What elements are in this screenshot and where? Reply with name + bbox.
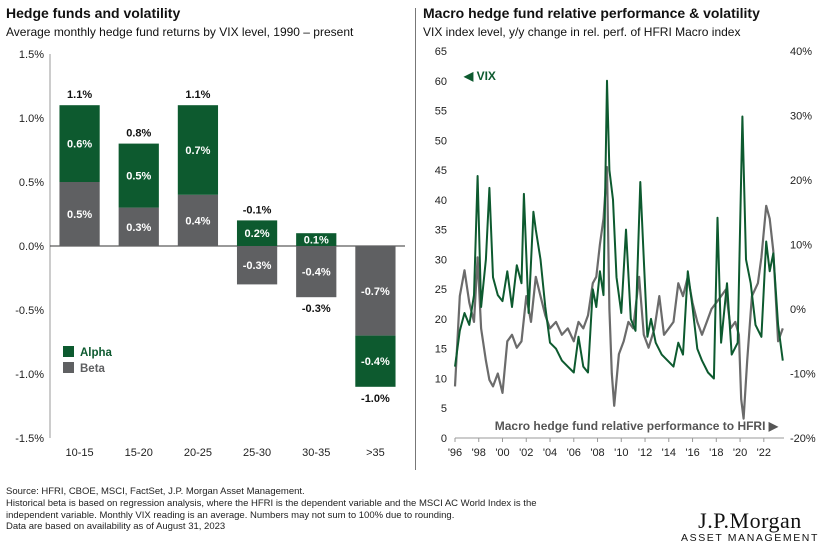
beta-bar: [59, 182, 100, 246]
total-value-label: -0.1%: [243, 204, 272, 216]
right-x-tick-label: '02: [519, 447, 533, 459]
vix-series-label: ◀ VIX: [463, 69, 496, 83]
hfri-series-label: Macro hedge fund relative performance to…: [495, 419, 779, 433]
right-x-tick-label: '06: [567, 447, 581, 459]
alpha-value-label: 0.7%: [185, 145, 210, 157]
left-y-tick-label: 0.5%: [19, 177, 44, 189]
vix-axis-tick-label: 20: [435, 314, 447, 326]
right-x-tick-label: '98: [472, 447, 486, 459]
alpha-value-label: -0.4%: [361, 356, 390, 368]
legend-beta-label: Beta: [80, 363, 106, 375]
left-y-tick-label: 0.0%: [19, 241, 44, 253]
left-y-tick-label: 1.5%: [19, 49, 44, 61]
right-x-tick-label: '04: [543, 447, 557, 459]
beta-bar: [236, 246, 278, 285]
total-value-label: -1.0%: [361, 393, 390, 405]
right-chart-subtitle: VIX index level, y/y change in rel. perf…: [423, 25, 741, 39]
beta-bar: [177, 194, 219, 246]
right-x-tick-label: '16: [685, 447, 699, 459]
logo-subtitle: ASSET MANAGEMENT: [680, 532, 819, 544]
beta-value-label: -0.7%: [361, 286, 390, 298]
right-x-tick-label: '10: [614, 447, 628, 459]
beta-bar: [118, 207, 159, 246]
hfri-axis-tick-label: -20%: [790, 433, 816, 445]
hfri-axis-tick-label: 20%: [790, 175, 812, 187]
vix-axis-tick-label: 25: [435, 284, 447, 296]
vix-axis-tick-label: 50: [435, 135, 447, 147]
beta-value-label: 0.5%: [67, 209, 92, 221]
total-value-label: 0.8%: [126, 128, 151, 140]
left-x-tick-label: 10-15: [66, 447, 94, 459]
vix-axis-tick-label: 35: [435, 225, 447, 237]
left-chart-title: Hedge funds and volatility: [6, 5, 181, 21]
hfri-axis-tick-label: 10%: [790, 240, 812, 252]
vix-axis-tick-label: 60: [435, 76, 447, 88]
jpmorgan-logo: J.P.Morgan ASSET MANAGEMENT: [681, 508, 819, 544]
legend-beta-swatch: [63, 362, 74, 373]
beta-value-label: -0.4%: [302, 267, 331, 279]
right-x-tick-label: '00: [495, 447, 509, 459]
alpha-value-label: 0.2%: [245, 228, 270, 240]
hfri-axis-tick-label: 0%: [790, 304, 806, 316]
hfri-relative-performance-line: [453, 166, 784, 420]
hfri-axis-tick-label: -10%: [790, 369, 816, 381]
vix-axis-tick-label: 65: [435, 46, 447, 58]
legend-alpha-label: Alpha: [80, 347, 113, 359]
left-x-tick-label: 25-30: [243, 447, 271, 459]
footnote-source: Source: HFRI, CBOE, MSCI, FactSet, J.P. …: [6, 486, 305, 497]
alpha-bar: [59, 105, 100, 182]
vix-axis-tick-label: 40: [435, 195, 447, 207]
left-chart-subtitle: Average monthly hedge fund returns by VI…: [6, 25, 354, 39]
beta-value-label: 0.4%: [185, 215, 210, 227]
hfri-axis-tick-label: 30%: [790, 111, 812, 123]
alpha-bar: [118, 143, 159, 208]
right-x-tick-label: '12: [638, 447, 652, 459]
left-y-tick-label: -1.0%: [15, 369, 44, 381]
total-value-label: -0.3%: [302, 303, 331, 315]
hfri-axis-tick-label: 40%: [790, 46, 812, 58]
left-y-tick-label: -0.5%: [15, 305, 44, 317]
alpha-value-label: 0.5%: [126, 171, 151, 183]
footnote-data-date: Data are based on availability as of Aug…: [6, 521, 226, 532]
left-x-tick-label: 15-20: [125, 447, 153, 459]
total-value-label: 1.1%: [185, 89, 210, 101]
right-x-tick-label: '14: [662, 447, 676, 459]
beta-value-label: 0.3%: [126, 222, 151, 234]
alpha-bar: [236, 220, 278, 246]
alpha-value-label: 0.6%: [67, 139, 92, 151]
vix-axis-tick-label: 5: [441, 403, 447, 415]
left-y-tick-label: 1.0%: [19, 113, 44, 125]
beta-value-label: -0.3%: [243, 260, 272, 272]
right-chart-title: Macro hedge fund relative performance & …: [423, 5, 760, 21]
vix-axis-tick-label: 30: [435, 254, 447, 266]
right-x-tick-label: '96: [448, 447, 462, 459]
vix-axis-tick-label: 0: [441, 433, 447, 445]
beta-bar: [296, 246, 337, 298]
legend-alpha-swatch: [63, 346, 74, 357]
vix-axis-tick-label: 55: [435, 106, 447, 118]
alpha-bar: [355, 335, 396, 387]
vix-line: [454, 79, 784, 380]
vix-axis-tick-label: 45: [435, 165, 447, 177]
right-x-tick-label: '18: [709, 447, 723, 459]
left-x-tick-label: 20-25: [184, 447, 212, 459]
total-value-label: 1.1%: [67, 89, 92, 101]
right-x-tick-label: '20: [733, 447, 747, 459]
alpha-bar: [177, 105, 219, 195]
alpha-value-label: 0.1%: [304, 235, 329, 247]
logo-wordmark: J.P.Morgan: [698, 508, 802, 533]
left-x-tick-label: >35: [366, 447, 385, 459]
footnote-methodology: Historical beta is based on regression a…: [6, 498, 537, 521]
alpha-bar: [296, 233, 337, 246]
panel-divider: [415, 8, 416, 470]
left-y-tick-label: -1.5%: [15, 433, 44, 445]
charts-canvas: 1.5% 1.0% 0.5% 0.0% -0.5% -1.0% -1.5% 0.5% 0.6% 1…: [15, 46, 816, 459]
left-x-tick-label: 30-35: [302, 447, 330, 459]
right-x-tick-label: '22: [757, 447, 771, 459]
vix-axis-tick-label: 10: [435, 373, 447, 385]
right-x-tick-label: '08: [590, 447, 604, 459]
vix-axis-tick-label: 15: [435, 344, 447, 356]
beta-bar: [355, 246, 396, 336]
